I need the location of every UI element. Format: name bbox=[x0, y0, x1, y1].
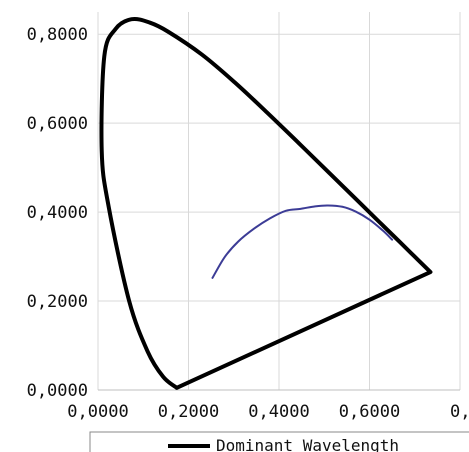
x-tick-label-2: 0,4000 bbox=[248, 402, 309, 422]
y-tick-label-3: 0,6000 bbox=[27, 114, 88, 134]
legend: Dominant Wavelength bbox=[89, 431, 469, 452]
series-layer bbox=[99, 16, 433, 390]
legend-label-dominant-wavelength: Dominant Wavelength bbox=[216, 436, 399, 452]
y-tick-label-2: 0,4000 bbox=[27, 203, 88, 223]
x-tick-label-0: 0,0000 bbox=[67, 402, 128, 422]
grid bbox=[97, 12, 461, 391]
series-dominant-wavelength-line bbox=[99, 16, 433, 390]
x-tick-label-4: 0,8 bbox=[450, 402, 469, 422]
y-axis-ticks: 0,0000 0,2000 0,4000 0,6000 0,8000 bbox=[27, 25, 88, 401]
x-axis-ticks: 0,0000 0,2000 0,4000 0,6000 0,8 bbox=[67, 402, 469, 422]
y-tick-label-1: 0,2000 bbox=[27, 292, 88, 312]
y-tick-label-4: 0,8000 bbox=[27, 25, 88, 45]
y-tick-label-0: 0,0000 bbox=[27, 381, 88, 401]
x-tick-label-3: 0,6000 bbox=[339, 402, 400, 422]
series-curve-1 bbox=[211, 204, 394, 279]
x-tick-label-1: 0,2000 bbox=[158, 402, 219, 422]
